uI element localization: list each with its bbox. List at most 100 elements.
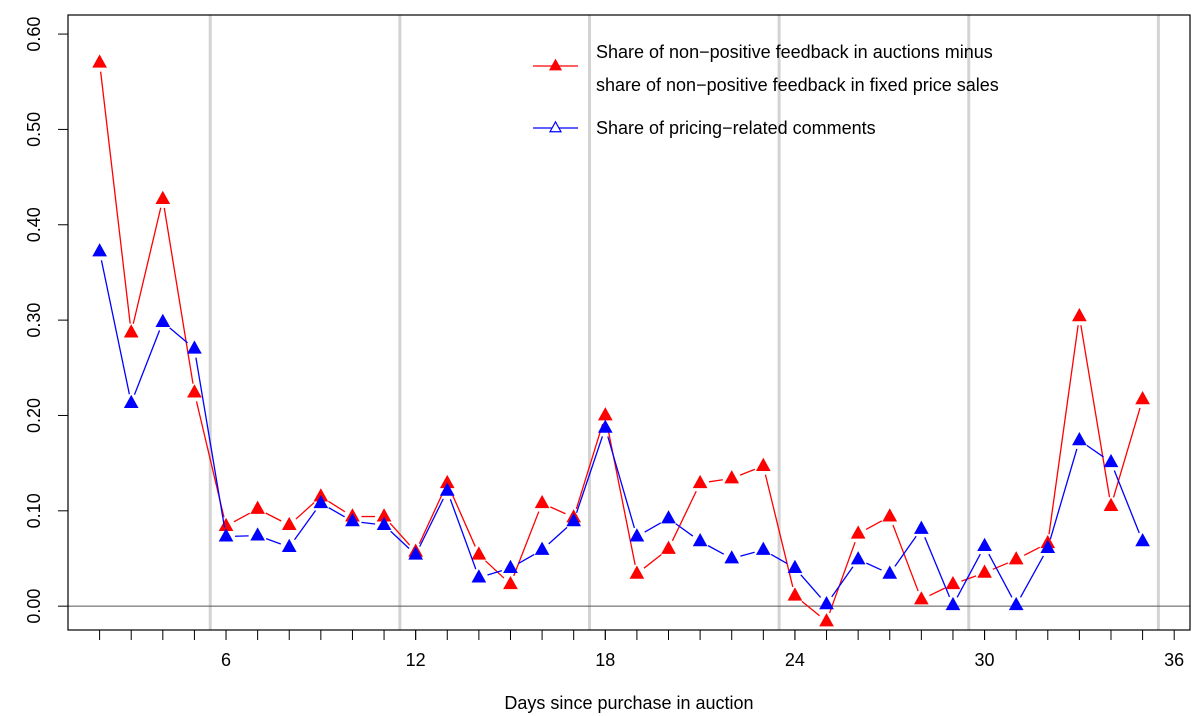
series-line-segment — [485, 560, 505, 579]
series-line-segment — [361, 521, 376, 525]
legend-marker — [548, 120, 563, 133]
series-line-segment — [800, 574, 822, 598]
data-point — [819, 613, 834, 627]
series-line-segment — [643, 553, 662, 569]
x-tick-label: 24 — [785, 650, 805, 670]
series-line-segment — [132, 207, 162, 324]
series-line-segment — [924, 536, 951, 598]
data-point — [155, 313, 171, 327]
data-point — [724, 470, 740, 484]
data-point — [692, 533, 708, 547]
data-point — [945, 575, 961, 590]
data-point — [1008, 596, 1024, 611]
data-point — [1072, 308, 1087, 322]
data-point — [566, 513, 582, 527]
x-tick-label: 12 — [406, 650, 426, 670]
series-line-segment — [169, 327, 188, 344]
series-line-segment — [575, 423, 604, 510]
y-tick-label: 0.30 — [24, 303, 44, 338]
data-point — [1103, 453, 1119, 468]
series-2 — [92, 243, 1150, 611]
series-line-segment — [671, 490, 697, 542]
data-point — [1072, 431, 1087, 446]
series-line-segment — [100, 71, 131, 324]
data-point — [787, 559, 803, 573]
data-point — [1135, 533, 1150, 547]
series-line-segment — [607, 436, 636, 529]
series-line-segment — [1049, 448, 1078, 540]
data-point — [123, 324, 139, 338]
series-line-segment — [265, 512, 282, 522]
legend-item-1: Share of non−positive feedback in auctio… — [533, 42, 999, 95]
data-point — [187, 384, 202, 398]
data-point — [534, 494, 550, 509]
series-line-segment — [988, 553, 1013, 598]
series-line-segment — [675, 523, 694, 537]
data-point — [692, 474, 708, 489]
data-point — [281, 538, 297, 552]
legend-label: share of non−positive feedback in fixed … — [596, 75, 999, 95]
series-line-segment — [866, 562, 882, 571]
data-point — [439, 482, 455, 496]
data-point — [376, 516, 392, 531]
data-point — [281, 516, 297, 531]
y-tick-label: 0.60 — [24, 17, 44, 52]
data-point — [755, 541, 771, 555]
data-point — [945, 596, 961, 611]
series-line-segment — [894, 535, 917, 567]
data-point — [503, 559, 518, 573]
legend-item-2: Share of pricing−related comments — [533, 118, 876, 138]
series-line-segment — [865, 520, 883, 530]
vertical-guides — [208, 15, 1160, 630]
axes-group: 6 12 18 24 30 36 0.00 0.10 0.20 0.30 0.40 0.50 0.60 — [24, 14, 1191, 670]
series-line-segment — [548, 526, 568, 545]
series-line-segment — [487, 570, 503, 576]
series-line-segment — [1086, 444, 1104, 458]
data-point — [503, 575, 518, 590]
data-point — [345, 513, 360, 527]
series-line-segment — [828, 541, 856, 614]
data-point — [218, 528, 234, 542]
y-tick-label: 0.00 — [24, 589, 44, 624]
series-line-segment — [450, 491, 476, 547]
series-line-segment — [195, 357, 226, 528]
data-point — [787, 587, 803, 601]
series-line-segment — [1113, 470, 1140, 534]
series-line-segment — [708, 479, 723, 483]
data-point — [534, 541, 550, 555]
data-point — [1040, 539, 1056, 553]
series-line-segment — [133, 330, 161, 395]
data-point — [882, 508, 898, 522]
legend-label: Share of non−positive feedback in auctio… — [596, 42, 993, 62]
series-line-segment — [295, 502, 315, 520]
series-line-segment — [328, 507, 345, 518]
x-tick-label: 30 — [975, 650, 995, 670]
series-line-segment — [831, 566, 854, 598]
data-point — [471, 546, 487, 560]
series-line-segment — [390, 530, 410, 550]
series-line-segment — [740, 551, 755, 557]
plot-frame — [67, 14, 1191, 631]
series-line-segment — [956, 553, 981, 598]
data-point — [850, 551, 866, 565]
y-tick-label: 0.50 — [24, 112, 44, 147]
data-point — [123, 394, 139, 409]
data-point — [661, 540, 676, 554]
y-tick-label: 0.40 — [24, 207, 44, 242]
x-tick-label: 36 — [1164, 650, 1184, 670]
data-point — [471, 569, 487, 583]
data-point — [597, 419, 613, 433]
series-line-segment — [707, 545, 725, 555]
series-line-segment — [233, 512, 251, 523]
series-line-segment — [992, 562, 1009, 570]
data-point — [882, 565, 898, 579]
data-point — [914, 520, 929, 534]
data-point — [724, 550, 740, 564]
x-tick-label: 18 — [595, 650, 615, 670]
series-line-segment — [1080, 325, 1111, 498]
data-point — [408, 546, 424, 560]
data-point — [755, 457, 771, 471]
series-line-segment — [389, 522, 411, 546]
series-line-segment — [1019, 555, 1044, 598]
